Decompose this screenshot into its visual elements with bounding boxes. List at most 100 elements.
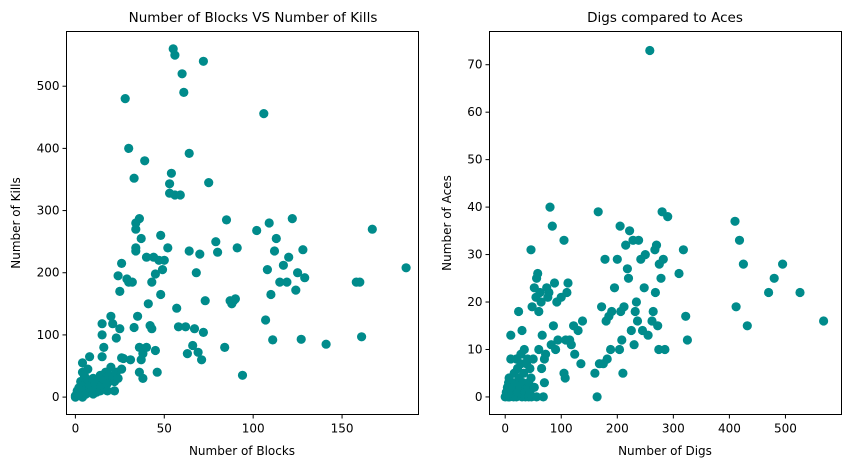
data-point xyxy=(175,190,185,200)
y-tick-label: 30 xyxy=(467,248,482,262)
data-point xyxy=(117,364,127,374)
data-point xyxy=(296,334,306,344)
data-point xyxy=(184,246,194,256)
data-point xyxy=(220,342,230,352)
data-point xyxy=(357,332,367,342)
data-point xyxy=(157,265,168,275)
x-axis-label: Number of Digs xyxy=(618,444,712,458)
data-point xyxy=(506,330,516,340)
data-point xyxy=(282,277,292,287)
data-point xyxy=(528,354,538,364)
data-point xyxy=(538,392,548,402)
data-point xyxy=(300,273,310,283)
data-point xyxy=(534,306,544,317)
data-point xyxy=(656,273,666,283)
scatter-points xyxy=(70,44,411,402)
data-point xyxy=(532,392,542,402)
data-point xyxy=(590,368,600,378)
data-point xyxy=(129,322,139,333)
data-point xyxy=(131,246,141,256)
data-point xyxy=(152,367,162,377)
data-point xyxy=(266,289,276,300)
data-point xyxy=(681,311,691,321)
data-point xyxy=(173,322,184,332)
data-point xyxy=(287,214,297,224)
data-point xyxy=(232,243,242,253)
y-axis-ticks: 0 10 20 30 40 50 60 70 xyxy=(467,58,490,404)
chart-title: Number of Blocks VS Number of Kills xyxy=(129,10,378,26)
data-point xyxy=(113,271,123,281)
data-point xyxy=(529,382,539,392)
data-point xyxy=(551,344,561,355)
data-point xyxy=(261,315,271,325)
data-point xyxy=(629,340,639,350)
data-point xyxy=(537,330,547,340)
y-tick-label: 100 xyxy=(37,328,60,342)
data-point xyxy=(645,45,655,56)
data-point xyxy=(134,214,144,224)
data-point xyxy=(553,335,563,345)
y-axis-ticks: 0 100 200 300 400 500 xyxy=(37,79,67,404)
data-point xyxy=(623,273,634,283)
data-point xyxy=(133,311,143,321)
data-point xyxy=(136,233,146,244)
data-point xyxy=(291,285,301,295)
chart-title: Digs compared to Aces xyxy=(587,10,743,26)
plot-area-frame xyxy=(489,31,842,415)
data-point xyxy=(549,278,560,288)
data-point xyxy=(129,173,139,183)
data-point xyxy=(514,306,524,317)
data-point xyxy=(284,252,294,262)
data-point xyxy=(117,258,127,268)
x-tick-label: 50 xyxy=(157,422,172,436)
data-point xyxy=(198,56,208,66)
data-point xyxy=(632,316,643,326)
data-point xyxy=(181,322,191,332)
data-point xyxy=(576,359,586,369)
data-point xyxy=(124,143,134,153)
y-tick-label: 10 xyxy=(467,342,482,356)
data-point xyxy=(163,243,173,253)
data-point xyxy=(560,373,570,383)
data-point xyxy=(170,50,180,60)
data-point xyxy=(269,246,280,256)
data-point xyxy=(195,249,205,259)
data-point xyxy=(184,148,194,158)
scatter-points xyxy=(500,45,829,402)
x-tick-label: 0 xyxy=(72,422,80,436)
data-point xyxy=(111,333,121,343)
data-point xyxy=(545,202,555,212)
data-point xyxy=(626,325,636,336)
data-point xyxy=(622,264,633,274)
data-point xyxy=(156,230,166,240)
y-tick-label: 400 xyxy=(37,141,60,155)
data-point xyxy=(769,273,779,283)
data-point xyxy=(593,207,603,217)
data-point xyxy=(562,287,572,298)
data-point xyxy=(147,324,157,334)
data-point xyxy=(143,299,153,309)
data-point xyxy=(278,260,288,270)
data-point xyxy=(631,297,642,307)
data-point xyxy=(150,269,160,279)
data-point xyxy=(534,344,544,355)
data-point xyxy=(85,352,95,362)
data-point xyxy=(606,344,616,355)
data-point xyxy=(177,69,187,79)
data-point xyxy=(113,373,123,383)
data-point xyxy=(271,233,281,244)
data-point xyxy=(658,254,668,264)
data-point xyxy=(660,344,670,355)
data-point xyxy=(211,237,221,247)
data-point xyxy=(275,277,285,287)
data-point xyxy=(141,342,152,352)
data-point xyxy=(730,216,740,226)
y-tick-label: 50 xyxy=(467,153,482,167)
data-point xyxy=(640,250,650,260)
x-tick-label: 300 xyxy=(662,422,685,436)
data-point xyxy=(619,302,629,312)
data-point xyxy=(106,311,116,321)
data-point xyxy=(198,327,208,337)
data-point xyxy=(609,283,620,293)
